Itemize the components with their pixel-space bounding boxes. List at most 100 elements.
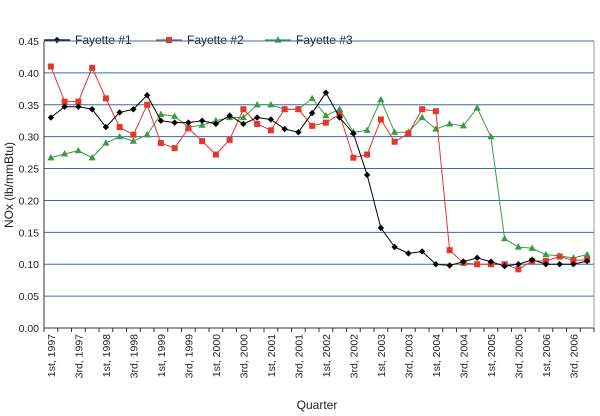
- data-point: [583, 250, 591, 258]
- data-point: [47, 153, 55, 161]
- data-point: [528, 256, 536, 263]
- data-point: [446, 262, 453, 269]
- data-point: [515, 261, 522, 268]
- data-point: [198, 121, 206, 128]
- data-point: [501, 262, 508, 270]
- data-point: [47, 114, 55, 121]
- y-tick-label: 0.35: [19, 100, 40, 112]
- legend-entry-3: Fayette #3: [265, 33, 353, 47]
- data-point: [322, 89, 330, 96]
- y-tick-label: 0.15: [19, 227, 40, 239]
- data-point: [514, 243, 522, 250]
- data-point: [130, 131, 137, 138]
- y-tick-label: 0.00: [19, 323, 40, 335]
- legend: Fayette #1 Fayette #2 Fayette #3: [44, 33, 353, 47]
- data-point: [102, 139, 110, 146]
- data-point: [295, 129, 302, 136]
- data-point: [391, 243, 398, 251]
- data-point: [350, 130, 357, 137]
- x-tick-label: 1st, 2005: [486, 334, 498, 377]
- data-point: [267, 100, 275, 108]
- data-point: [405, 130, 412, 137]
- data-point: [129, 137, 137, 144]
- plot-frame: [43, 41, 595, 329]
- data-point: [474, 261, 481, 268]
- y-axis: 0.00 0.05 0.10 0.15 0.20 0.25 0.30 0.35 0.40 0.45: [19, 36, 40, 335]
- data-point: [143, 130, 151, 138]
- data-point: [418, 248, 426, 255]
- x-tick-label: 3rd, 2005: [513, 334, 525, 379]
- data-point: [75, 98, 82, 105]
- data-point: [157, 140, 164, 147]
- data-point: [363, 171, 371, 179]
- data-point: [157, 117, 165, 124]
- legend-label: Fayette #3: [296, 33, 353, 47]
- data-point: [253, 100, 261, 108]
- y-tick-label: 0.05: [19, 291, 40, 303]
- data-point: [446, 247, 453, 254]
- data-point: [267, 116, 275, 123]
- data-point: [88, 106, 96, 113]
- data-point: [460, 258, 467, 265]
- data-point: [336, 105, 344, 112]
- data-point: [61, 98, 68, 105]
- data-point: [212, 120, 220, 128]
- data-point: [350, 154, 357, 161]
- data-point: [74, 146, 82, 154]
- y-tick-label: 0.40: [19, 68, 40, 80]
- legend-entry-1: Fayette #1: [44, 33, 132, 47]
- data-point: [377, 116, 384, 123]
- series-1: [47, 89, 591, 270]
- data-point: [240, 120, 247, 128]
- data-point: [432, 261, 440, 268]
- data-point: [226, 112, 233, 119]
- data-point: [212, 151, 219, 158]
- x-tick-label: 3rd, 2000: [238, 334, 250, 379]
- gridlines: [44, 40, 594, 329]
- data-point: [473, 254, 481, 262]
- data-point: [542, 261, 550, 268]
- data-point: [322, 119, 329, 126]
- data-point: [570, 261, 577, 268]
- data-point: [515, 266, 522, 273]
- data-point: [405, 250, 412, 257]
- data-point: [418, 113, 426, 121]
- data-point: [254, 120, 261, 127]
- data-point: [542, 250, 550, 258]
- data-point: [199, 138, 206, 145]
- x-tick-label: 3rd, 2003: [403, 334, 415, 379]
- data-point: [281, 125, 288, 133]
- data-point: [75, 103, 82, 110]
- data-point: [473, 104, 481, 111]
- x-tick-label: 1st, 2004: [431, 334, 443, 377]
- x-tick-label: 3rd, 2006: [568, 334, 580, 379]
- x-tick-label: 1st, 1999: [156, 334, 168, 377]
- data-point: [363, 126, 371, 133]
- x-tick-label: 3rd, 1999: [183, 334, 195, 379]
- data-point: [419, 106, 426, 113]
- series-3: [47, 94, 591, 261]
- x-tick-label: 1st, 1997: [46, 334, 58, 377]
- data-point: [570, 257, 577, 264]
- data-point: [501, 234, 509, 242]
- legend-entry-2: Fayette #2: [156, 33, 244, 47]
- x-tick-label: 3rd, 2004: [458, 334, 470, 379]
- data-point: [267, 127, 274, 134]
- data-point: [391, 128, 399, 135]
- x-tick-label: 1st, 2006: [541, 334, 553, 377]
- x-tick-label: 3rd, 1998: [128, 334, 140, 379]
- data-point: [157, 110, 165, 117]
- data-point: [171, 112, 179, 119]
- data-point: [171, 145, 178, 152]
- data-point: [226, 136, 233, 143]
- data-point: [212, 116, 220, 124]
- data-point: [364, 151, 371, 158]
- data-point: [61, 103, 68, 110]
- data-point: [295, 106, 302, 113]
- data-point: [61, 150, 69, 157]
- x-tick-label: 1st, 2000: [211, 334, 223, 377]
- data-point: [47, 63, 54, 70]
- x-tick-label: 3rd, 2001: [293, 334, 305, 379]
- data-point: [116, 109, 123, 116]
